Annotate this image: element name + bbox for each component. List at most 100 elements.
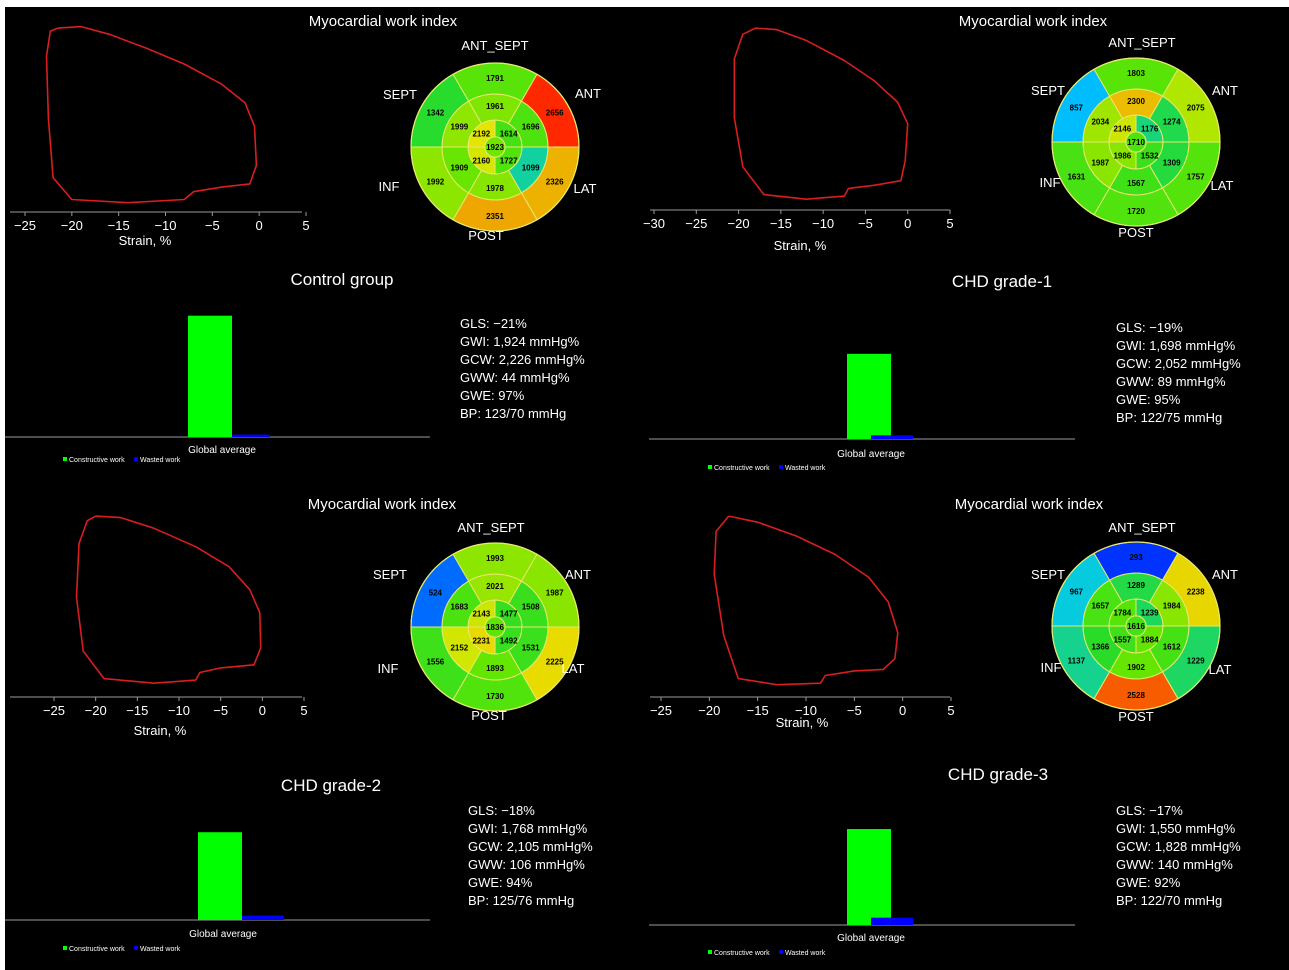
stat-line: GWW: 89 mmHg%	[1116, 374, 1226, 389]
bullseye-value-mid: 1984	[1163, 601, 1181, 610]
legend-constructive-label: Constructive work	[714, 465, 770, 472]
x-axis-title: Strain, %	[774, 238, 827, 253]
bullseye-value-outer: 2326	[546, 177, 564, 186]
x-tick-label: −10	[795, 703, 817, 718]
stat-line: GWE: 92%	[1116, 875, 1181, 890]
bar-constructive-work	[847, 353, 891, 439]
stat-line: GLS: −21%	[460, 316, 527, 331]
bar-constructive-work	[847, 829, 891, 925]
bullseye-value-mid: 1683	[450, 602, 468, 611]
bullseye-value-inner: 1532	[1141, 152, 1159, 161]
bullseye-orientation-label: ANT_SEPT	[461, 38, 528, 53]
bullseye-orientation-label: POST	[1118, 709, 1153, 724]
bullseye-value-outer: 1987	[546, 589, 564, 598]
x-tick-label: −10	[154, 218, 176, 233]
x-tick-label: −20	[85, 703, 107, 718]
bullseye-value-inner: 1614	[500, 129, 518, 138]
bullseye-value-outer: 1720	[1127, 207, 1145, 216]
bullseye-orientation-label: SEPT	[1031, 567, 1065, 582]
bar-wasted-work	[242, 915, 284, 920]
bullseye-value-inner: 1239	[1141, 608, 1159, 617]
x-tick-label: −30	[643, 216, 665, 231]
bullseye-value-mid: 1696	[522, 122, 540, 131]
figure-canvas: Myocardial work index −25 −20 −15 −10 −5 0 5 Str…	[5, 7, 1289, 970]
bullseye-value-mid: 2300	[1127, 97, 1145, 106]
bullseye-value-mid: 1987	[1091, 159, 1109, 168]
x-tick-label: 5	[946, 216, 953, 231]
bullseye-value-apex: 1836	[486, 623, 504, 632]
pressure-strain-loop	[45, 25, 258, 204]
x-tick-label: −15	[108, 218, 130, 233]
bullseye-orientation-label: INF	[379, 179, 400, 194]
bullseye-value-inner: 1727	[500, 157, 518, 166]
bullseye-orientation-label: LAT	[1209, 662, 1232, 677]
legend-constructive-label: Constructive work	[69, 946, 125, 953]
stat-line: GLS: −18%	[468, 803, 535, 818]
bullseye-value-inner: 1784	[1113, 608, 1131, 617]
bullseye-value-inner: 2192	[472, 129, 490, 138]
group-heading: CHD grade-2	[281, 776, 381, 795]
bullseye-value-mid: 1961	[486, 102, 504, 111]
panel-1: Myocardial work index −25 −20 −15 −10 −5 0 5 Str…	[5, 13, 601, 464]
bullseye-plot: 1803 2300 2075 1274 1757 1309 1720 1567 1631 1987…	[1051, 57, 1221, 227]
bullseye-orientation-label: INF	[378, 661, 399, 676]
bullseye-value-mid: 1508	[522, 602, 540, 611]
group-heading: CHD grade-3	[948, 765, 1048, 784]
bullseye-value-outer: 293	[1129, 553, 1143, 562]
panel-title: Myocardial work index	[309, 13, 458, 30]
legend-constructive-swatch	[708, 950, 712, 954]
x-tick-label: 0	[904, 216, 911, 231]
legend-constructive-label: Constructive work	[714, 950, 770, 957]
legend-wasted-swatch	[134, 457, 138, 461]
x-tick-label: −10	[168, 703, 190, 718]
bullseye-border	[410, 62, 580, 232]
bar-category-label: Global average	[189, 929, 257, 940]
bar-category-label: Global average	[837, 933, 905, 944]
x-tick-label: 0	[899, 703, 906, 718]
stat-line: GLS: −19%	[1116, 320, 1183, 335]
bullseye-value-outer: 967	[1070, 588, 1084, 597]
panel-title: Myocardial work index	[955, 496, 1104, 513]
bullseye-value-outer: 2075	[1187, 104, 1205, 113]
bullseye-value-mid: 1366	[1091, 643, 1109, 652]
bar-category-label: Global average	[188, 445, 256, 456]
bullseye-value-mid: 1099	[522, 164, 540, 173]
stat-line: GWW: 106 mmHg%	[468, 857, 585, 872]
bullseye-value-mid: 2021	[486, 582, 504, 591]
stat-line: GWE: 95%	[1116, 392, 1181, 407]
bullseye-value-outer: 1993	[486, 554, 504, 563]
bullseye-value-outer: 1556	[426, 657, 444, 666]
x-axis-title: Strain, %	[119, 233, 172, 248]
pressure-strain-loop	[75, 515, 262, 685]
bullseye-orientation-label: POST	[468, 228, 503, 243]
x-tick-label: 0	[256, 218, 263, 233]
stat-line: BP: 122/70 mmHg	[1116, 893, 1222, 908]
bullseye-value-inner: 1557	[1113, 636, 1131, 645]
bullseye-value-outer: 1229	[1187, 656, 1205, 665]
x-tick-label: −25	[685, 216, 707, 231]
bullseye-value-mid: 1978	[486, 184, 504, 193]
panel-4: Myocardial work index −25 −20 −15 −10 −5 0 5 Str…	[649, 496, 1241, 957]
bar-constructive-work	[188, 315, 232, 437]
stat-line: BP: 123/70 mmHg	[460, 406, 566, 421]
bullseye-value-mid: 1567	[1127, 179, 1145, 188]
bullseye-value-inner: 2160	[472, 157, 490, 166]
panel-title: Myocardial work index	[959, 13, 1108, 30]
x-tick-label: −15	[126, 703, 148, 718]
bullseye-value-outer: 1342	[426, 109, 444, 118]
bullseye-plot: 1791 1961 2656 1696 2326 1099 2351 1978 1992 1909…	[410, 62, 580, 232]
bullseye-value-apex: 1616	[1127, 622, 1145, 631]
bullseye-orientation-label: ANT_SEPT	[1108, 35, 1175, 50]
legend-constructive-swatch	[708, 465, 712, 469]
bullseye-value-mid: 1909	[450, 164, 468, 173]
bar-wasted-work	[871, 435, 913, 439]
bullseye-value-apex: 1710	[1127, 138, 1145, 147]
legend-wasted-label: Wasted work	[140, 457, 181, 464]
x-tick-label: 5	[300, 703, 307, 718]
legend-wasted-swatch	[779, 950, 783, 954]
x-tick-label: 0	[259, 703, 266, 718]
stat-line: GWW: 140 mmHg%	[1116, 857, 1233, 872]
bullseye-orientation-label: SEPT	[1031, 83, 1065, 98]
group-heading: Control group	[290, 270, 393, 289]
stat-line: GCW: 2,052 mmHg%	[1116, 356, 1241, 371]
